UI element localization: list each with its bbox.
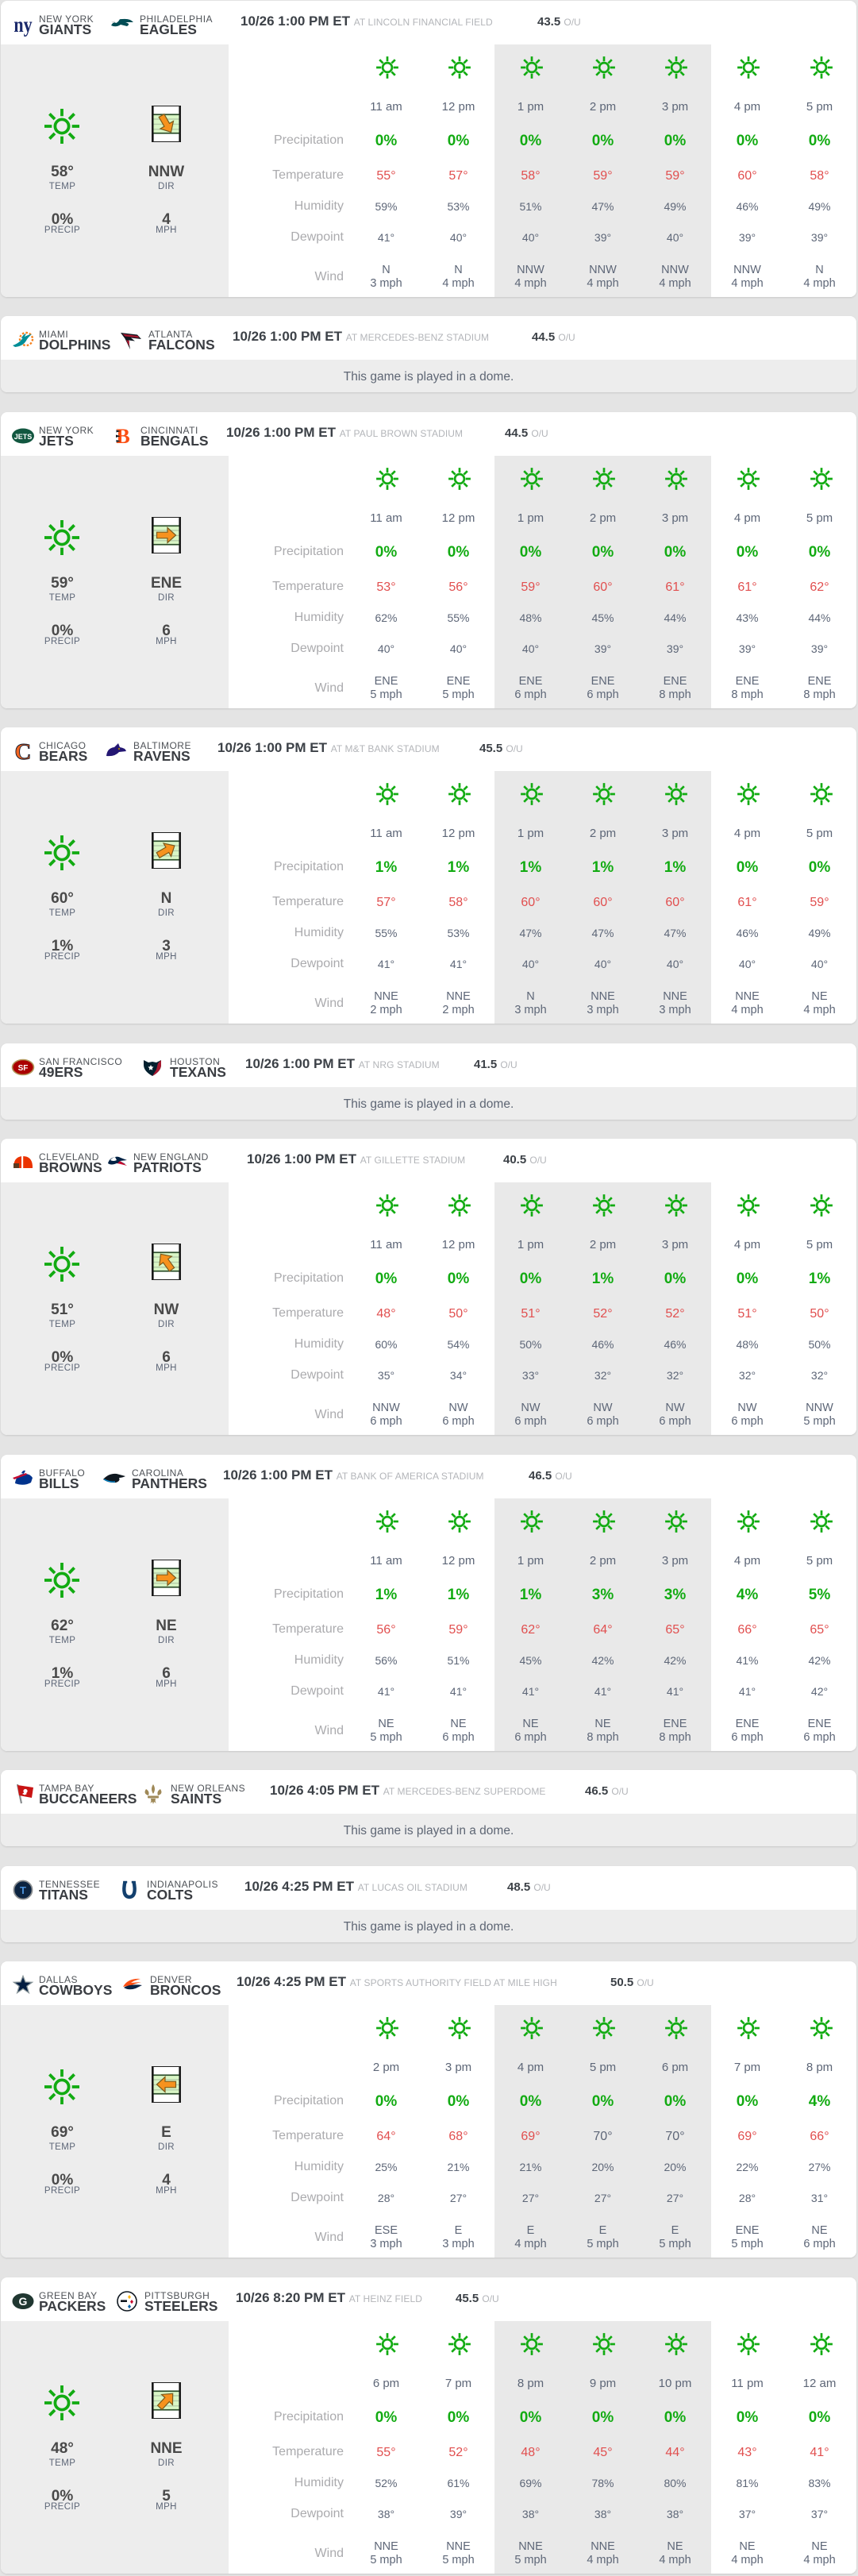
svg-text:ny: ny — [13, 13, 33, 37]
svg-text:C: C — [15, 739, 32, 763]
svg-text:JETS: JETS — [14, 433, 33, 441]
svg-text:G: G — [19, 2295, 28, 2308]
svg-text:SF: SF — [18, 1064, 29, 1073]
svg-text:B: B — [116, 425, 129, 448]
svg-text:T: T — [20, 1884, 26, 1896]
